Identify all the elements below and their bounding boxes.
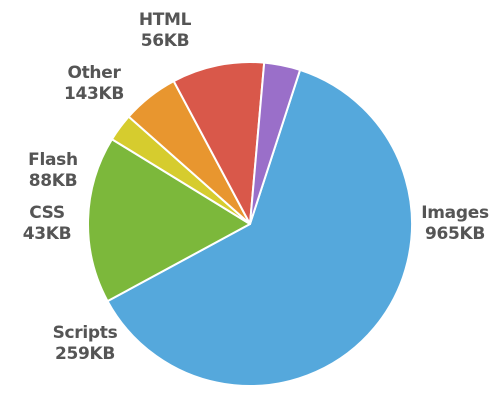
pie-label-html: HTML 56KB	[139, 10, 192, 51]
pie-label-value: 965KB	[425, 224, 485, 244]
pie-label-name: Other	[67, 63, 121, 83]
pie-slice-other	[172, 61, 266, 225]
pie-label-css: CSS 43KB	[23, 203, 72, 244]
pie-slice-html	[249, 61, 302, 225]
pie-label-value: 56KB	[141, 31, 190, 51]
pie-label-name: Flash	[28, 150, 78, 170]
pie-slice-scripts	[87, 138, 251, 303]
pie-labels: Images 965KB Scripts 259KB CSS 43KB Flash 88KB O…	[23, 10, 490, 364]
pie-label-value: 43KB	[23, 224, 72, 244]
pie-label-name: Scripts	[53, 323, 118, 343]
pie-slices	[87, 61, 413, 387]
pie-slice-images	[106, 68, 413, 387]
pie-label-name: Images	[421, 203, 489, 223]
pie-label-other: Other 143KB	[64, 63, 124, 104]
pie-label-scripts: Scripts 259KB	[53, 323, 118, 364]
pie-label-name: CSS	[29, 203, 65, 223]
pie-label-value: 259KB	[55, 344, 115, 364]
pie-label-flash: Flash 88KB	[28, 150, 78, 191]
pie-label-value: 143KB	[64, 84, 124, 104]
pie-label-images: Images 965KB	[421, 203, 489, 244]
pie-label-value: 88KB	[29, 171, 78, 191]
pie-label-name: HTML	[139, 10, 192, 30]
